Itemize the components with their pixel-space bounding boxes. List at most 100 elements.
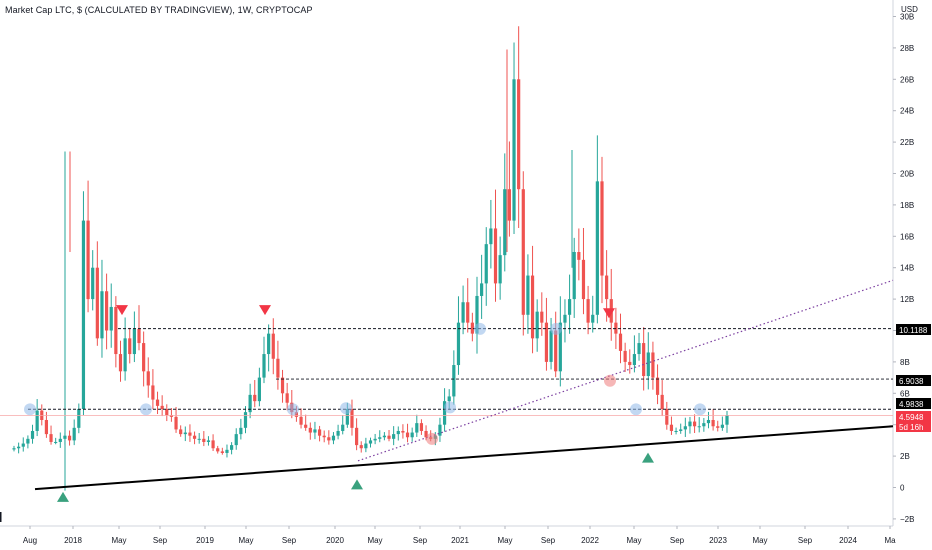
x-tick-label: Sep: [541, 536, 556, 545]
candle-body: [192, 435, 197, 439]
candle-body: [21, 443, 25, 447]
y-tick-label: 22B: [900, 138, 914, 147]
candle-body: [655, 377, 660, 395]
candle-body: [137, 328, 141, 344]
candle-body: [248, 394, 252, 413]
x-tick-label: May: [238, 536, 253, 545]
candle-body: [104, 291, 109, 331]
x-axis-ticks: Aug 2018 May Sep 2019 May Sep 2020 May Sep 2021 May…: [23, 526, 896, 545]
buy-signal-marker: [642, 452, 654, 463]
candle-body: [702, 423, 706, 427]
candle-body: [230, 445, 234, 450]
candle-body: [660, 394, 664, 409]
price-level-tag: [896, 324, 931, 335]
x-tick-label: Sep: [798, 536, 813, 545]
candle-body: [72, 427, 76, 441]
candle-body: [410, 432, 414, 438]
x-tick-label: May: [111, 536, 126, 545]
candle-body: [586, 299, 590, 323]
sell-signal-marker: [259, 305, 271, 316]
candle-body: [392, 434, 396, 439]
price-level-label: 6.9038: [899, 377, 924, 386]
candle-body: [174, 416, 178, 430]
candle-body: [132, 328, 136, 355]
candles-layer: [12, 26, 729, 491]
x-tick-label: 2019: [196, 536, 214, 545]
candle-body: [155, 399, 160, 406]
candle-body: [507, 189, 511, 221]
candle-body: [651, 352, 655, 378]
candle-body: [466, 302, 470, 323]
candle-body: [480, 283, 484, 296]
candle-body: [317, 429, 322, 436]
x-tick-label: May: [367, 536, 382, 545]
candle-body: [225, 449, 229, 453]
candle-body: [17, 446, 21, 449]
touch-point-marker: [550, 322, 562, 335]
candle-body: [540, 311, 544, 323]
candle-body: [322, 435, 326, 438]
candle-body: [100, 291, 104, 339]
touch-point-marker: [604, 374, 616, 387]
candle-body: [498, 255, 502, 284]
candle-body: [359, 445, 363, 449]
y-tick-label: 18B: [900, 201, 914, 210]
price-level-tag: [896, 398, 931, 409]
touch-point-marker: [474, 322, 486, 335]
y-tick-label: −2B: [900, 515, 914, 524]
y-tick-label: 12B: [900, 295, 914, 304]
candle-body: [419, 423, 424, 431]
candle-body: [271, 333, 275, 359]
candle-body: [206, 440, 211, 442]
candle-body: [637, 343, 641, 355]
candle-body: [688, 421, 692, 427]
x-tick-label: Ma: [884, 536, 896, 545]
touch-point-marker: [140, 403, 152, 416]
candle-body: [605, 275, 609, 300]
candle-body: [396, 430, 400, 435]
candle-body: [345, 409, 349, 425]
candle-body: [35, 410, 39, 431]
candle-body: [165, 409, 169, 416]
candle-body: [304, 424, 308, 428]
price-level-tag: [896, 375, 931, 386]
candle-body: [595, 181, 599, 315]
candle-body: [336, 430, 340, 436]
candle-body: [355, 427, 359, 446]
candle-body: [220, 451, 224, 453]
candle-body: [600, 181, 604, 276]
candle-body: [567, 299, 572, 315]
candle-body: [30, 430, 35, 439]
candle-body: [679, 429, 683, 431]
candle-body: [280, 377, 285, 394]
candle-body: [669, 424, 674, 431]
currency-unit-label: USD: [901, 5, 918, 14]
candle-body: [475, 295, 479, 334]
candle-body: [387, 435, 391, 439]
candle-body: [577, 252, 581, 260]
candle-body: [234, 434, 238, 446]
candle-body: [438, 424, 442, 436]
x-tick-label: 2023: [709, 536, 727, 545]
sell-signal-marker: [116, 305, 128, 316]
candle-body: [415, 423, 419, 433]
x-tick-label: Aug: [23, 536, 37, 545]
candle-body: [243, 412, 248, 428]
candle-body: [253, 394, 257, 402]
x-tick-label: May: [752, 536, 767, 545]
candle-body: [183, 432, 187, 435]
candle-body: [493, 228, 498, 284]
x-tick-label: Sep: [153, 536, 168, 545]
candle-body: [591, 314, 595, 323]
candle-body: [642, 343, 646, 377]
sell-signal-marker: [603, 308, 615, 319]
touch-point-marker: [340, 402, 352, 415]
price-level-tag: [896, 421, 931, 432]
candle-body: [623, 350, 627, 362]
candle-body: [188, 432, 192, 436]
candle-body: [614, 322, 618, 334]
candle-body: [58, 438, 62, 442]
candle-body: [146, 371, 150, 386]
candle-body: [716, 426, 720, 428]
